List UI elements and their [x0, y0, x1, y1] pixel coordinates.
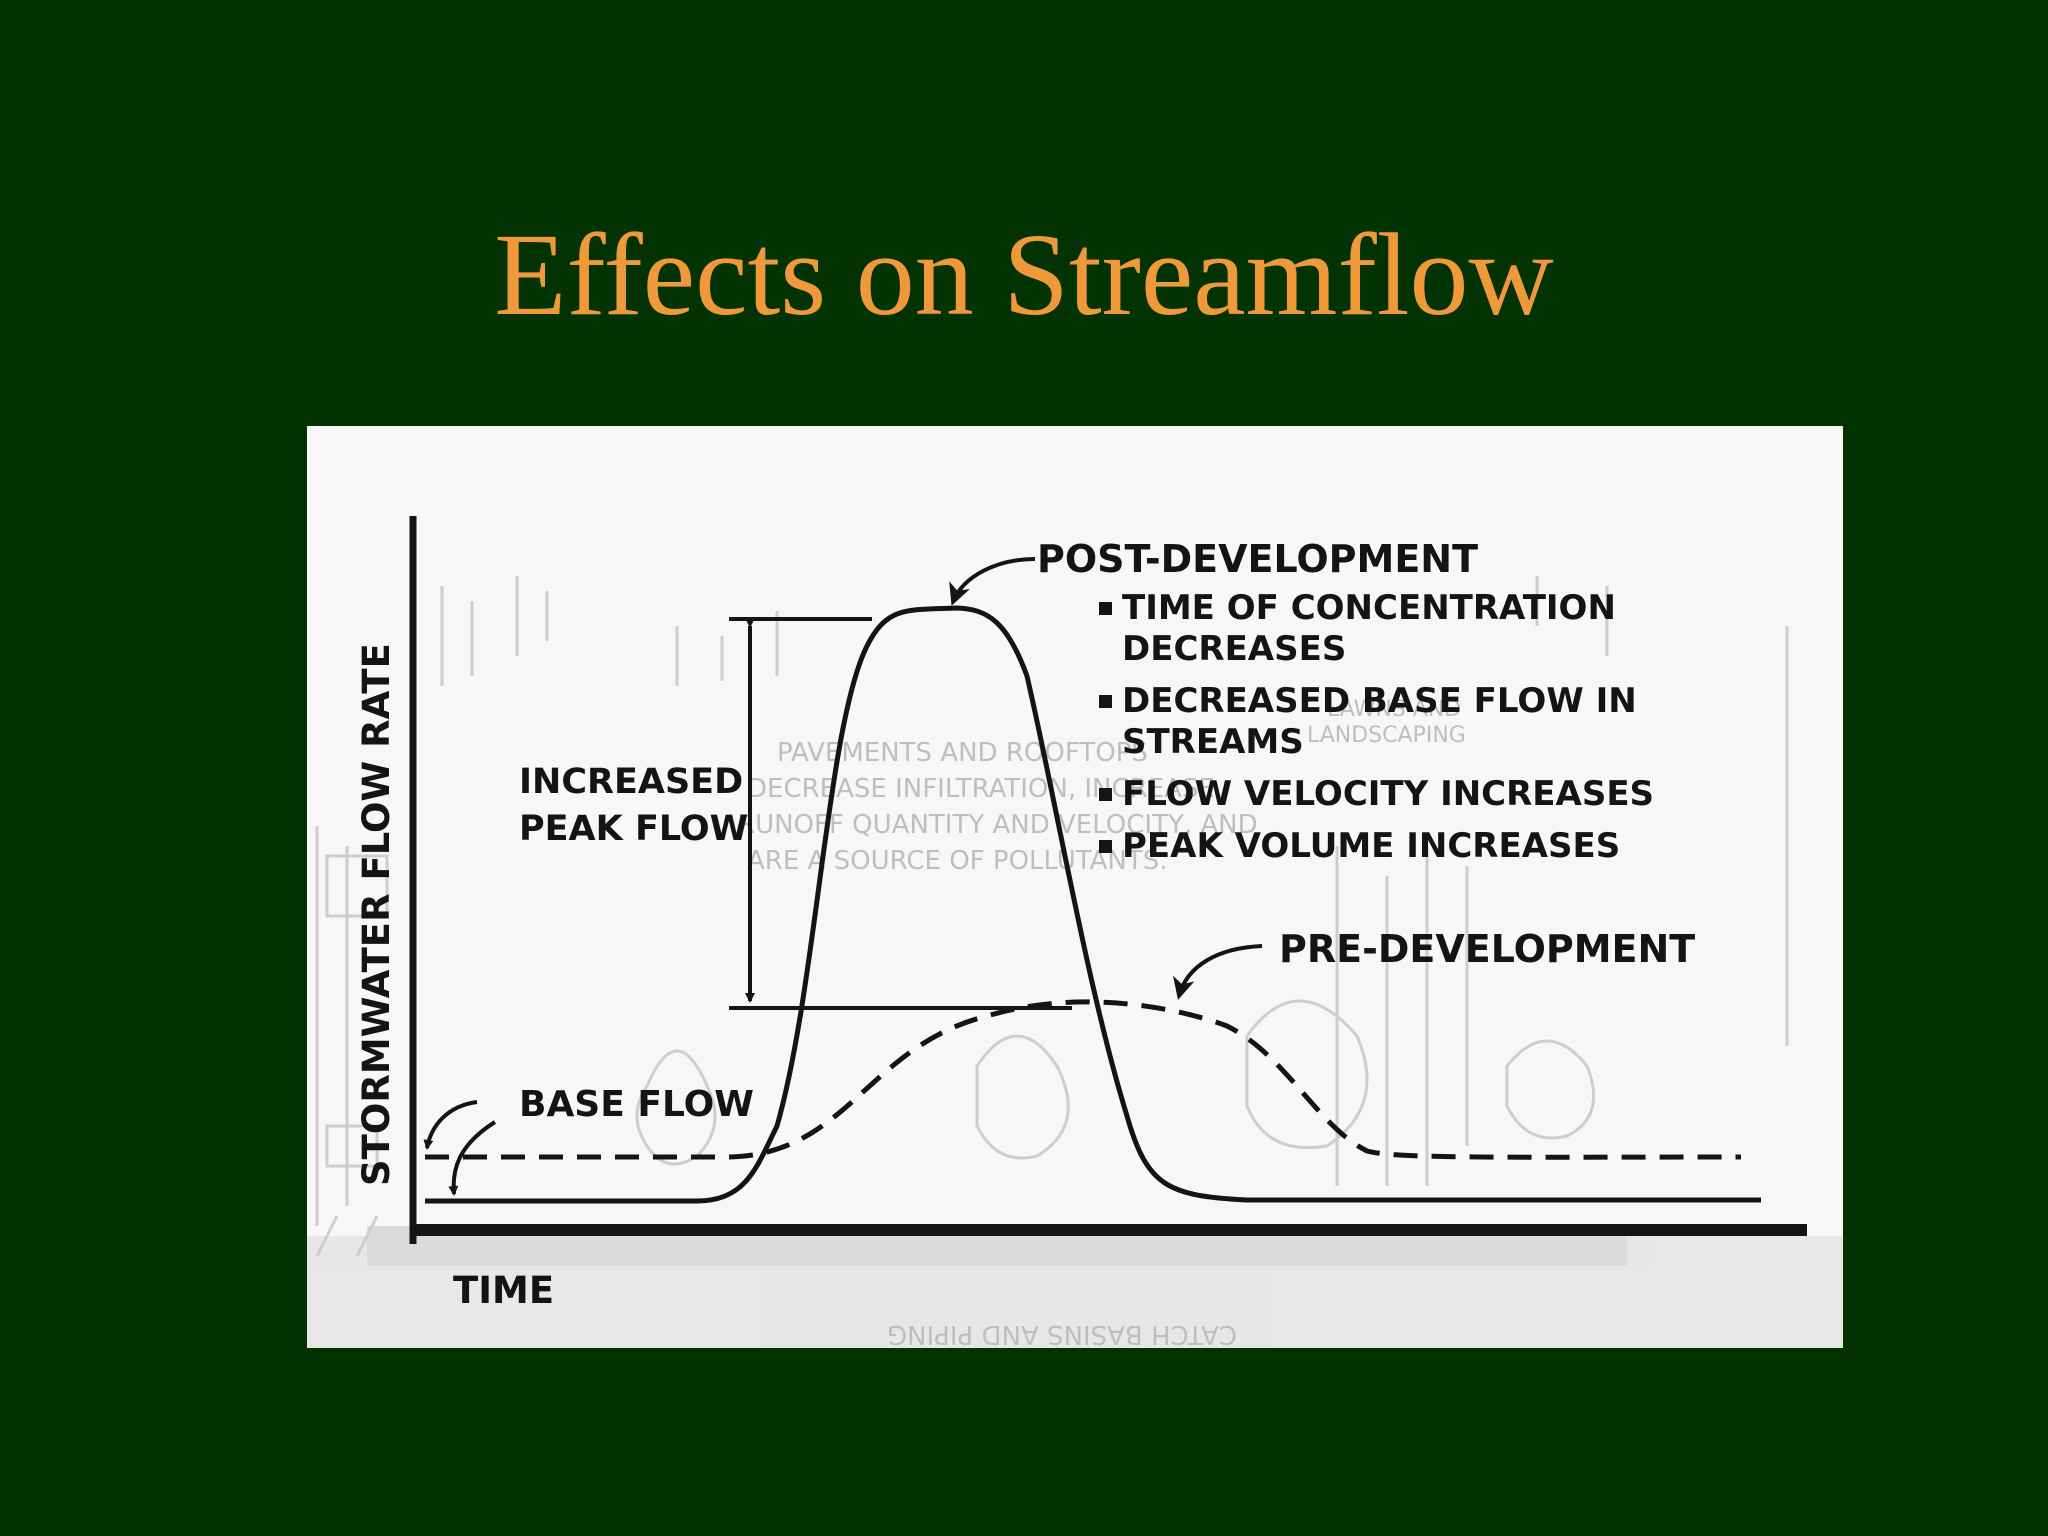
post-development-arrow: [949, 557, 1036, 606]
background-text-1: PAVEMENTS AND ROOFTOPS: [777, 738, 1148, 768]
bullet-1: [1099, 602, 1112, 615]
post-development-label: POST-DEVELOPMENT: [1037, 537, 1478, 581]
base-flow-arrow-post: [448, 1120, 497, 1196]
hydrograph-svg: PAVEMENTS AND ROOFTOPS DECREASE INFILTRA…: [307, 516, 1843, 1348]
bullet-2: [1099, 695, 1112, 708]
note-1-line1: TIME OF CONCENTRATION: [1122, 588, 1616, 628]
increased-peak-flow-label-line2: PEAK FLOW: [519, 809, 748, 849]
y-axis-label: STORMWATER FLOW RATE: [355, 643, 398, 1186]
note-1-line2: DECREASES: [1122, 629, 1346, 669]
background-text-7: CATCH BASINS AND PIPING: [887, 1319, 1237, 1348]
streamflow-hydrograph: PAVEMENTS AND ROOFTOPS DECREASE INFILTRA…: [307, 426, 1843, 1348]
pre-development-label: PRE-DEVELOPMENT: [1279, 927, 1695, 971]
note-4-line1: PEAK VOLUME INCREASES: [1122, 826, 1620, 866]
base-flow-label: BASE FLOW: [519, 1084, 754, 1125]
background-text-4: ARE A SOURCE OF POLLUTANTS.: [747, 846, 1168, 876]
peak-flow-dimension: [729, 617, 1072, 1010]
background-text-5: LAWNS AND: [1327, 697, 1461, 722]
slide-title: Effects on Streamflow: [494, 209, 1554, 340]
post-development-curve: [425, 605, 1761, 1204]
pre-development-arrow: [1173, 944, 1263, 1000]
note-2-line2: STREAMS: [1122, 722, 1304, 762]
base-flow-arrow-pre: [423, 1100, 478, 1150]
x-axis-label: TIME: [453, 1269, 554, 1312]
post-development-notes: TIME OF CONCENTRATION DECREASES DECREASE…: [1099, 588, 1654, 866]
bullet-3: [1099, 788, 1112, 801]
background-text-6: LANDSCAPING: [1307, 723, 1466, 748]
increased-peak-flow-label-line1: INCREASED: [519, 762, 743, 802]
axes: [409, 516, 1807, 1244]
note-2-line1: DECREASED BASE FLOW IN: [1122, 681, 1637, 721]
pre-development-curve: [425, 999, 1742, 1160]
background-text-2: DECREASE INFILTRATION, INCREASE: [747, 774, 1215, 804]
bullet-4: [1099, 840, 1112, 853]
note-3-line1: FLOW VELOCITY INCREASES: [1122, 774, 1654, 814]
